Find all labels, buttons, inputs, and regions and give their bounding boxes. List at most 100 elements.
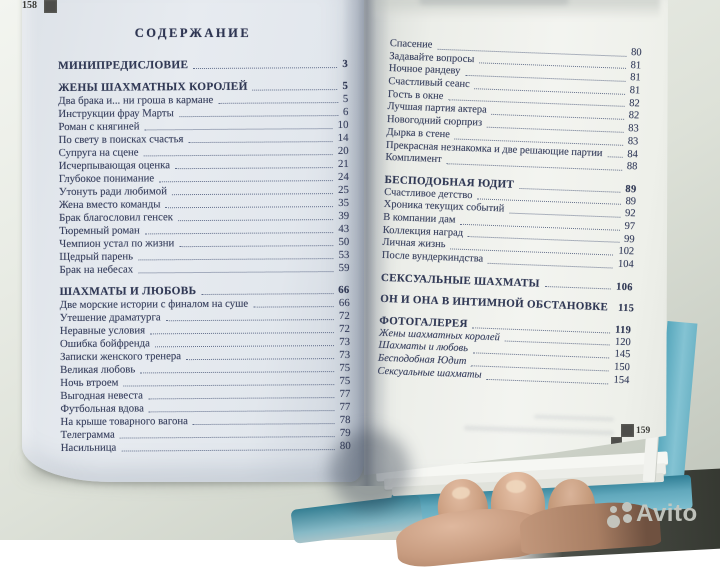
- toc-title: Ночное рандеву: [389, 63, 461, 77]
- toc-title: Брак благословил генсек: [59, 211, 173, 224]
- toc-page-number: 83: [628, 123, 639, 134]
- dot-leader: [144, 154, 333, 156]
- toc-title: Две морские истории с финалом на суше: [60, 298, 249, 311]
- toc-title: Супруга на сцене: [59, 146, 139, 159]
- toc-title: На крыше товарного вагона: [60, 415, 188, 428]
- toc-page-number: 119: [615, 325, 631, 337]
- toc-title: Задавайте вопросы: [389, 51, 474, 65]
- toc-title: Утешение драматурга: [60, 311, 161, 324]
- toc-title: ОН И ОНА В ИНТИМНОЙ ОБСТАНОВКЕ: [380, 293, 608, 314]
- toc-title: Брак на небесах: [59, 263, 133, 276]
- toc-list-left: МИНИПРЕДИСЛОВИЕ3ЖЕНЫ ШАХМАТНЫХ КОРОЛЕЙ5Д…: [58, 58, 351, 455]
- toc-page-number: 150: [614, 362, 630, 374]
- toc-page-number: 80: [631, 47, 642, 58]
- avito-logo-icon: [610, 506, 617, 513]
- dot-leader: [545, 286, 612, 289]
- toc-title: Чемпион устал по жизни: [59, 237, 174, 250]
- ornament-square: [621, 424, 634, 437]
- toc-title: Бесподобная Юдит: [378, 353, 467, 367]
- toc-page-number: 83: [628, 136, 639, 147]
- dot-leader: [172, 193, 333, 195]
- dot-leader: [123, 384, 334, 386]
- toc-title: Инструкции фрау Марты: [58, 107, 174, 120]
- toc-entry-row: Брак на небесах59: [59, 262, 349, 277]
- left-page: СОДЕРЖАНИЕ МИНИПРЕДИСЛОВИЕ3ЖЕНЫ ШАХМАТНЫ…: [22, 0, 364, 482]
- dot-leader: [179, 245, 333, 247]
- toc-title: Тюремный роман: [59, 224, 140, 237]
- toc-page-number: 82: [629, 98, 640, 109]
- toc-title: Записки женского тренера: [60, 350, 181, 363]
- toc-title: Телеграмма: [61, 429, 115, 441]
- dot-leader: [120, 436, 335, 439]
- dot-leader: [446, 163, 621, 171]
- dot-leader: [165, 206, 333, 208]
- toc-page-number: 145: [614, 349, 630, 361]
- toc-title: Утонуть ради любимой: [59, 185, 167, 198]
- toc-title: Великая любовь: [60, 363, 135, 376]
- dot-leader: [175, 167, 333, 169]
- toc-page-number: 99: [624, 234, 635, 245]
- toc-title: Роман с княгиней: [58, 120, 139, 133]
- dot-leader: [138, 258, 334, 260]
- dot-leader: [145, 232, 334, 234]
- toc-title: Выгодная невеста: [60, 389, 143, 402]
- toc-page-number: 82: [629, 110, 640, 121]
- toc-title: Гость в окне: [388, 89, 444, 102]
- photo-background: СОДЕРЖАНИЕ МИНИПРЕДИСЛОВИЕ3ЖЕНЫ ШАХМАТНЫ…: [0, 0, 720, 540]
- toc-page-number: 81: [630, 60, 641, 71]
- toc-entry-row: Насильница80: [61, 440, 351, 455]
- dot-leader: [488, 263, 613, 269]
- dot-leader: [186, 358, 334, 360]
- avito-logo-icon: [607, 515, 620, 528]
- toc-title: Исчерпывающая оценка: [59, 159, 170, 172]
- toc-page-number: 92: [625, 208, 636, 219]
- toc-title: Коллекция наград: [383, 224, 464, 238]
- gutter-bottom-shadow: [330, 430, 410, 510]
- toc-title: Спасение: [390, 38, 433, 51]
- toc-page-number: 115: [618, 303, 634, 315]
- toc-title: Футбольная вдова: [60, 402, 144, 415]
- toc-page-number: 120: [615, 336, 631, 348]
- dot-leader: [148, 397, 335, 399]
- toc-page-number: 102: [618, 246, 634, 258]
- toc-section-row: МИНИПРЕДИСЛОВИЕ3: [58, 58, 348, 73]
- toc-page-number: 89: [625, 196, 636, 207]
- dot-leader: [193, 423, 335, 425]
- toc-title: Насильница: [61, 442, 117, 454]
- dot-leader: [150, 332, 334, 334]
- toc-title: ШАХМАТЫ И ЛЮБОВЬ: [60, 285, 197, 298]
- toc-page-number: 104: [618, 259, 634, 271]
- toc-page-number: 106: [616, 281, 633, 293]
- toc-title: В компании дам: [383, 212, 456, 226]
- avito-watermark: Avito: [602, 498, 720, 536]
- toc-page-number: 81: [630, 72, 641, 83]
- dot-leader: [253, 89, 338, 91]
- dot-leader: [140, 371, 334, 373]
- toc-title: МИНИПРЕДИСЛОВИЕ: [58, 59, 188, 72]
- toc-title: ЖЕНЫ ШАХМАТНЫХ КОРОЛЕЙ: [58, 81, 248, 94]
- right-page: Спасение 80 Задавайте вопросы 81 Ночное ранд…: [364, 0, 668, 480]
- ornament-square: [611, 437, 622, 448]
- dot-leader: [149, 410, 335, 412]
- toc-title: Глубокое понимание: [59, 172, 154, 185]
- dot-leader: [188, 141, 332, 143]
- dot-leader: [166, 319, 334, 321]
- avito-wordmark: Avito: [636, 500, 698, 528]
- dot-leader: [121, 449, 335, 451]
- toc-title: Ошибка бойфренда: [60, 337, 150, 350]
- toc-page-number: 97: [624, 221, 635, 232]
- page-number-left: 158: [22, 0, 37, 11]
- toc-section-row: ОН И ОНА В ИНТИМНОЙ ОБСТАНОВКЕ 115: [380, 293, 632, 315]
- dot-leader: [193, 67, 337, 69]
- dot-leader: [201, 293, 333, 295]
- toc-title: Два брака и... ни гроша в кармане: [58, 94, 213, 107]
- avito-logo-icon: [623, 514, 632, 523]
- dot-leader: [218, 102, 338, 104]
- toc-page-number: 84: [627, 148, 638, 159]
- show-through-text: [464, 425, 614, 435]
- dot-leader: [159, 180, 333, 182]
- toc-page-number: 89: [625, 184, 637, 195]
- toc-title: Щедрый парень: [59, 250, 133, 263]
- washed-out-header: [419, 0, 569, 5]
